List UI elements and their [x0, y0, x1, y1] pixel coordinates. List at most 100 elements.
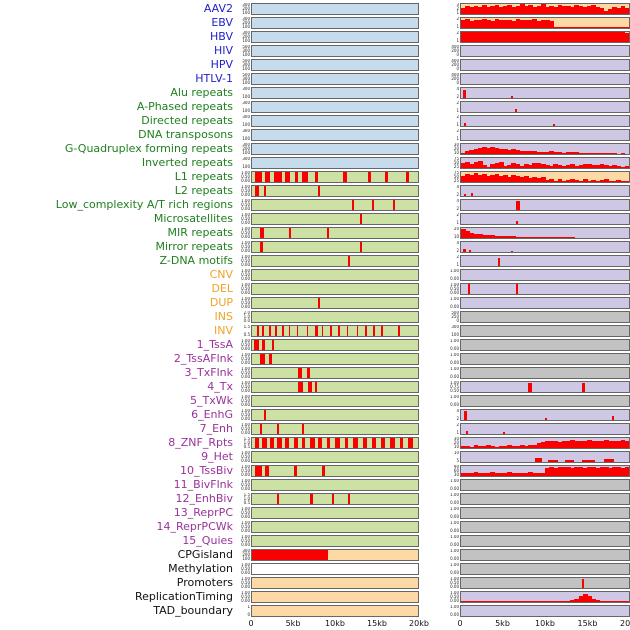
track-row: Directed repeats 300 100 2 1: [3, 114, 630, 128]
data-bar: [348, 256, 351, 266]
y-axis-ticks: 1.00 0.00: [445, 353, 460, 365]
y-tick-label: 0.00: [450, 612, 459, 617]
track-row: L1 repeats 1.00 0.50 0.00 75 50 25: [3, 170, 630, 184]
data-bar: [553, 7, 559, 14]
track-panel-left: [251, 17, 419, 29]
y-tick-label: 0.00: [241, 220, 250, 225]
y-tick-label: 0.00: [241, 304, 250, 309]
data-bar: [343, 172, 347, 182]
track-panel-left: [251, 129, 419, 141]
x-axis-row: 0 5kb 10kb 15kb 20kb 0 5kb 10kb 15kb 20kb: [3, 618, 630, 630]
data-bar: [578, 441, 584, 448]
data-bar: [574, 4, 580, 14]
data-bar: [587, 180, 592, 182]
data-bar: [553, 600, 559, 602]
data-bar: [570, 32, 576, 42]
y-tick-label: 1.00: [241, 283, 250, 287]
data-bar: [511, 96, 514, 98]
y-axis-ticks: 75 50 25: [445, 157, 460, 169]
data-bar: [561, 600, 567, 602]
data-bar: [566, 600, 571, 602]
data-bar: [519, 177, 525, 182]
data-bar: [515, 176, 521, 182]
data-bar: [612, 600, 618, 602]
y-axis-ticks: 400 200 0: [445, 59, 460, 71]
data-bar: [503, 446, 508, 448]
data-bar: [591, 5, 597, 14]
y-tick-label: 0.00: [450, 486, 459, 491]
data-bar: [528, 236, 534, 238]
track-row: 10_TssBiv 1.00 0.50 0.00 90 60 30: [3, 464, 630, 478]
track-label: 2_TssAFlnk: [173, 352, 233, 365]
y-axis-ticks: 300 200 100: [236, 31, 251, 43]
track-row: AAV2 300 200 100 3 2 1: [3, 2, 630, 16]
y-tick-label: 30: [453, 472, 459, 477]
data-bar: [549, 20, 555, 28]
data-bar: [515, 164, 521, 168]
y-tick-label: 50: [453, 160, 459, 165]
y-tick-label: 1.00: [241, 339, 250, 343]
track-row: Methylation 1.00 0.50 0.00 1.00 0.00: [3, 562, 630, 576]
y-tick-label: 100: [242, 52, 250, 57]
track-label: MIR repeats: [167, 226, 233, 239]
data-bar: [511, 236, 517, 238]
data-bar: [587, 164, 592, 168]
y-tick-label: 0.00: [241, 206, 250, 211]
track-panel-left: [251, 409, 419, 421]
data-bar: [620, 467, 626, 476]
y-axis-ticks: 1.00 0.50 0.00: [236, 507, 251, 519]
data-bar: [608, 32, 613, 42]
track-label: Z-DNA motifs: [159, 254, 233, 267]
data-bar: [540, 32, 546, 42]
y-tick-label: 400: [451, 45, 459, 49]
data-bar: [461, 176, 466, 182]
y-tick-label: 0.50: [241, 258, 250, 263]
data-bar: [353, 438, 359, 448]
data-bar: [498, 32, 504, 42]
data-bar: [486, 445, 492, 448]
data-bar: [561, 166, 567, 168]
data-bar: [490, 32, 496, 42]
data-bar: [473, 148, 479, 154]
data-bar: [464, 411, 468, 420]
data-bar: [477, 446, 483, 448]
data-bar: [540, 600, 546, 602]
data-bar: [373, 326, 375, 336]
data-bar: [524, 32, 529, 42]
data-bar: [398, 326, 400, 336]
track-row: 6_EnhG 1.00 0.50 0.00 4 2: [3, 408, 630, 422]
y-axis-ticks: 300 200 100: [236, 17, 251, 29]
data-bar: [616, 165, 622, 168]
track-label: Mirror repeats: [155, 240, 234, 253]
track-row: DEL 1.00 0.50 0.00 1.00 0.50 0.00: [3, 282, 630, 296]
data-bar: [582, 27, 588, 28]
data-bar: [540, 19, 546, 28]
data-bar: [356, 326, 359, 336]
data-bar: [490, 601, 496, 602]
track-panel-right: [460, 605, 630, 617]
track-row: HPV 500 300 100 400 200 0: [3, 58, 630, 72]
y-tick-label: 300: [242, 549, 250, 553]
y-tick-label: 0.00: [241, 514, 250, 519]
track-panel-left: [251, 255, 419, 267]
data-bar: [494, 174, 500, 182]
y-tick-label: 0.00: [241, 402, 250, 407]
data-bar: [616, 440, 622, 448]
y-tick-label: 1.00: [241, 241, 250, 245]
y-tick-label: 0.50: [241, 356, 250, 361]
y-tick-label: 1.0: [243, 314, 250, 319]
data-bar: [511, 175, 517, 182]
data-bar: [549, 440, 555, 448]
data-bar: [393, 200, 396, 210]
data-bar: [595, 6, 601, 14]
data-bar: [359, 242, 362, 252]
data-bar: [473, 173, 479, 182]
data-bar: [574, 165, 580, 168]
data-bar: [582, 594, 588, 602]
data-bar: [515, 32, 521, 42]
y-tick-label: 0.00: [241, 584, 250, 589]
tracks-container: AAV2 300 200 100 3 2 1 EBV 300 200 100 2 1 HBV 300 200 1…: [3, 2, 630, 618]
track-panel-right: [460, 353, 630, 365]
track-panel-left: [251, 563, 419, 575]
y-tick-label: 0.00: [241, 234, 250, 239]
